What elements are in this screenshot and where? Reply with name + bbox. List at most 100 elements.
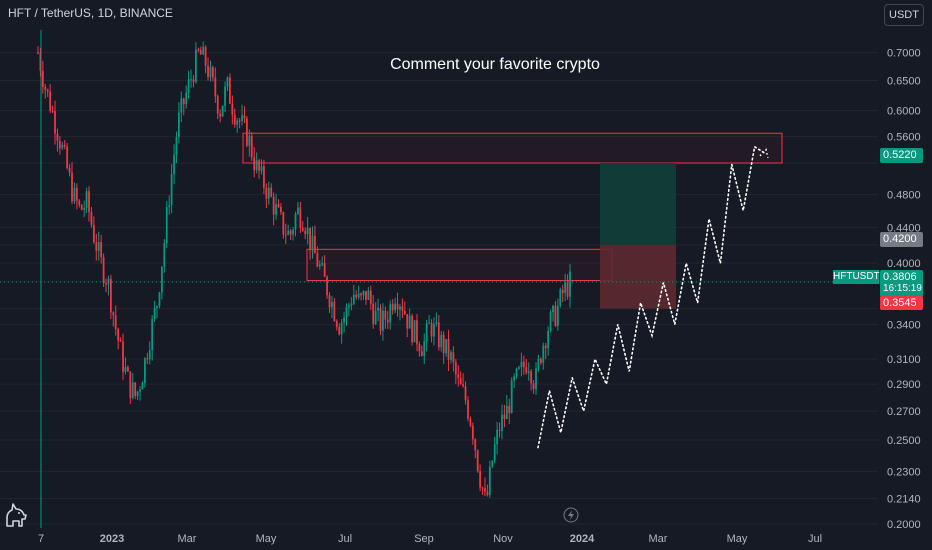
candle-body <box>258 160 260 171</box>
candle-body <box>479 470 482 488</box>
candle-body <box>270 187 273 197</box>
candle-body <box>194 49 197 82</box>
candle-body <box>299 207 302 228</box>
candle-body <box>284 234 287 236</box>
candle-body <box>136 391 139 396</box>
candle-body <box>139 389 141 392</box>
candle-body <box>496 429 499 445</box>
candle-body <box>542 345 545 364</box>
candle-body <box>362 290 365 296</box>
candle-body <box>561 289 564 294</box>
lightning-icon[interactable] <box>563 507 579 523</box>
candle-body <box>297 207 299 215</box>
candle-body <box>459 378 462 385</box>
candle-body <box>80 204 83 210</box>
candle-body <box>51 111 54 113</box>
candle-body <box>474 439 477 451</box>
candle-body <box>418 344 421 352</box>
candle-body <box>306 227 309 235</box>
y-tick-label: 0.4000 <box>887 258 921 270</box>
candle-body <box>212 67 214 78</box>
candle-body <box>219 113 222 117</box>
x-tick-label: 2023 <box>100 533 124 545</box>
candle-body <box>406 314 409 329</box>
candle-body <box>311 235 314 251</box>
candle-body <box>124 367 127 372</box>
candle-body <box>515 368 518 377</box>
candle-body <box>61 144 64 149</box>
candle-body <box>333 301 336 321</box>
candle-body <box>58 140 61 149</box>
candle-body <box>68 168 71 173</box>
candle-body <box>522 361 525 368</box>
candle-body <box>539 358 542 364</box>
candle-body <box>352 294 355 304</box>
candle-body <box>304 230 307 235</box>
candle-body <box>396 303 399 310</box>
candle-body <box>214 77 217 97</box>
candle-body <box>83 208 86 210</box>
candle-body <box>292 229 294 235</box>
candle-body <box>437 322 440 348</box>
position-tool[interactable] <box>600 163 676 309</box>
candle-body <box>369 290 372 304</box>
candle-body <box>165 207 168 244</box>
candle-body <box>372 303 375 325</box>
candle-body <box>175 137 178 156</box>
candle-body <box>564 282 567 294</box>
candle-body <box>260 166 263 171</box>
price-axis[interactable]: 0.7000 0.6500 0.6000 0.5600 0.4800 0.4400 0.40… <box>887 48 921 531</box>
time-axis[interactable]: 7 2023 Mar May Jul Sep Nov 2024 Mar May Jul <box>38 533 822 545</box>
y-tick-label: 0.2900 <box>887 379 921 391</box>
candle-body <box>569 271 571 297</box>
symbol-title[interactable]: HFT / TetherUS, 1D, BINANCE <box>8 6 173 20</box>
candle-body <box>420 351 423 357</box>
candle-body <box>374 310 377 325</box>
projection-path <box>537 145 769 449</box>
candle-body <box>518 367 520 369</box>
candle-body <box>197 49 200 51</box>
candle-body <box>233 114 236 125</box>
candle-body <box>508 406 511 413</box>
candle-body <box>267 187 270 199</box>
x-tick-label: Nov <box>493 533 513 545</box>
x-tick-label: Mar <box>649 533 668 545</box>
candle-body <box>537 358 540 369</box>
annotation-text: Comment your favorite crypto <box>390 56 600 73</box>
y-tick-label: 0.6000 <box>887 106 921 118</box>
candle-body <box>289 230 292 235</box>
candle-body <box>143 358 146 384</box>
candle-body <box>250 135 253 158</box>
currency-button[interactable]: USDT <box>884 4 924 26</box>
candle-body <box>153 308 156 319</box>
candle-body <box>348 305 350 308</box>
candle-body <box>238 120 241 122</box>
candle-body <box>141 383 144 390</box>
candle-body <box>85 191 88 209</box>
candle-body <box>204 47 207 66</box>
candle-body <box>377 307 379 311</box>
candle-body <box>173 155 175 175</box>
candle-body <box>46 89 49 92</box>
candle-body <box>331 301 333 308</box>
candle-body <box>501 414 503 431</box>
candle-body <box>282 212 285 235</box>
candle-body <box>379 307 382 331</box>
candle-body <box>37 52 39 54</box>
candle-body <box>117 328 120 341</box>
candle-body <box>503 414 506 419</box>
candle-body <box>343 317 345 323</box>
candle-body <box>481 487 484 489</box>
candle-body <box>190 79 192 81</box>
tradingview-logo-icon[interactable] <box>4 500 28 528</box>
candle-body <box>399 306 401 310</box>
candle-body <box>360 293 362 296</box>
candle-body <box>134 382 137 396</box>
candle-body <box>160 266 163 293</box>
candle-body <box>365 290 367 300</box>
candle-body <box>272 196 275 215</box>
candle-body <box>535 368 537 390</box>
candle-body <box>114 315 117 329</box>
